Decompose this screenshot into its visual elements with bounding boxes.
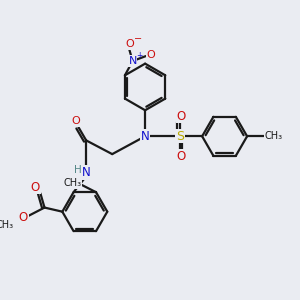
Text: CH₃: CH₃	[64, 178, 82, 188]
Text: +: +	[136, 51, 142, 60]
Text: O: O	[146, 50, 155, 60]
Text: CH₃: CH₃	[0, 220, 14, 230]
Text: O: O	[176, 150, 185, 163]
Text: O: O	[125, 39, 134, 49]
Text: H: H	[74, 165, 81, 175]
Text: CH₃: CH₃	[264, 131, 282, 141]
Text: −: −	[134, 34, 142, 44]
Text: O: O	[19, 211, 28, 224]
Text: O: O	[31, 181, 40, 194]
Text: O: O	[71, 116, 80, 126]
Text: O: O	[176, 110, 185, 122]
Text: N: N	[141, 130, 149, 143]
Text: N: N	[128, 56, 137, 66]
Text: N: N	[82, 166, 91, 179]
Text: S: S	[176, 130, 184, 143]
